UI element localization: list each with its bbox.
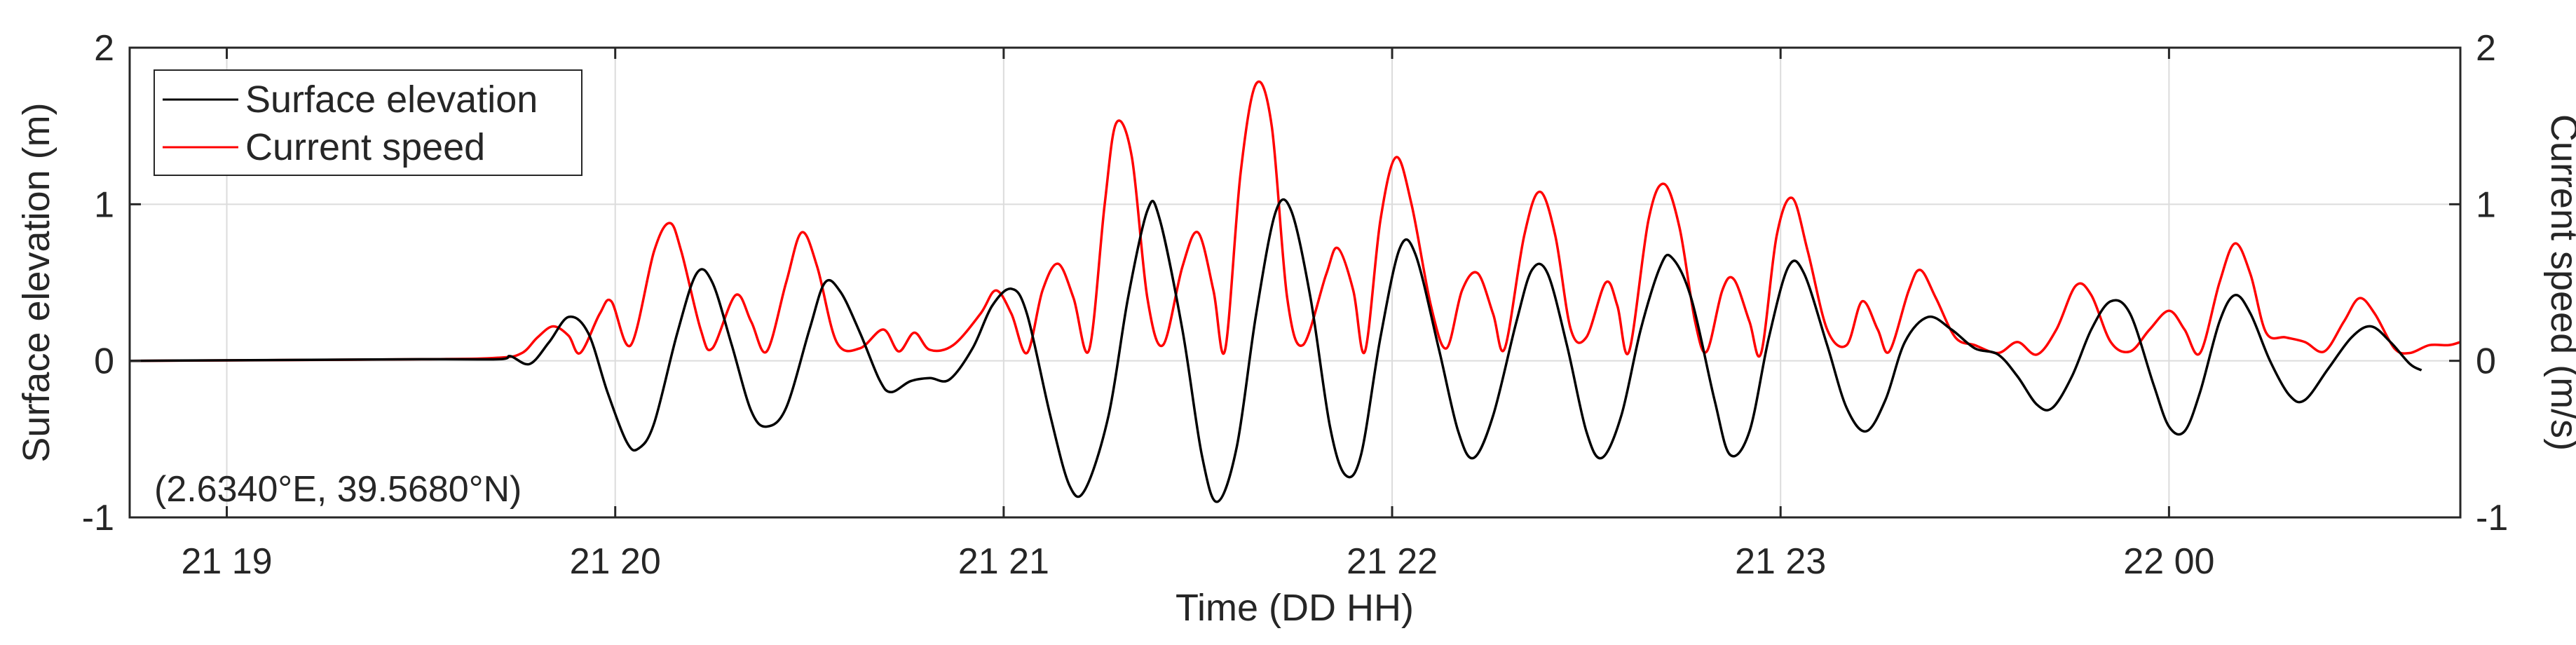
series-line-surface-elevation bbox=[129, 198, 2422, 503]
y-axis-label-left: Surface elevation (m) bbox=[15, 102, 57, 462]
x-tick-label: 21 19 bbox=[181, 541, 272, 582]
x-tick-label: 22 00 bbox=[2123, 541, 2214, 582]
y-tick-label-right: 1 bbox=[2476, 184, 2496, 225]
x-tick-label: 21 20 bbox=[570, 541, 661, 582]
legend-label-surface-elevation: Surface elevation bbox=[245, 79, 538, 121]
y-tick-label-right: 0 bbox=[2476, 341, 2496, 382]
plot-frame bbox=[128, 46, 2462, 519]
location-annotation: (2.6340°E, 39.5680°N) bbox=[154, 469, 522, 510]
x-tick-label: 21 22 bbox=[1347, 541, 1438, 582]
y-tick-label-right: -1 bbox=[2476, 498, 2508, 538]
x-axis-label: Time (DD HH) bbox=[1175, 587, 1414, 629]
series-layer bbox=[129, 80, 2461, 503]
series-line-current-speed bbox=[129, 80, 2461, 362]
legend-label-current-speed: Current speed bbox=[245, 126, 485, 168]
y-tick-label-left: 2 bbox=[94, 28, 114, 69]
y-tick-label-right: 2 bbox=[2476, 28, 2496, 69]
y-tick-label-left: 0 bbox=[94, 341, 114, 382]
y-tick-label-left: 1 bbox=[94, 184, 114, 225]
legend-box bbox=[154, 69, 582, 176]
legend: Surface elevation Current speed bbox=[154, 69, 582, 176]
y-axis-label-right: Current speed (m/s) bbox=[2543, 114, 2576, 451]
x-tick-label: 21 23 bbox=[1735, 541, 1826, 582]
x-tick-label: 21 21 bbox=[958, 541, 1049, 582]
ticks: 21 19 21 20 21 21 21 22 21 23 22 00 -1 0 1 2 -1 0 1 2 bbox=[82, 28, 2509, 582]
y-tick-label-left: -1 bbox=[82, 498, 114, 538]
